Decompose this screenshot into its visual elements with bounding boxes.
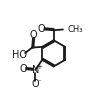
Text: ⁻: ⁻ [37, 79, 41, 85]
Text: O: O [31, 79, 39, 89]
Text: HO: HO [12, 50, 27, 59]
Text: O: O [19, 64, 27, 74]
Text: +: + [36, 64, 42, 70]
Text: O: O [30, 30, 37, 40]
Text: N: N [32, 65, 39, 75]
Text: CH₃: CH₃ [68, 25, 83, 34]
Text: O: O [38, 25, 45, 35]
